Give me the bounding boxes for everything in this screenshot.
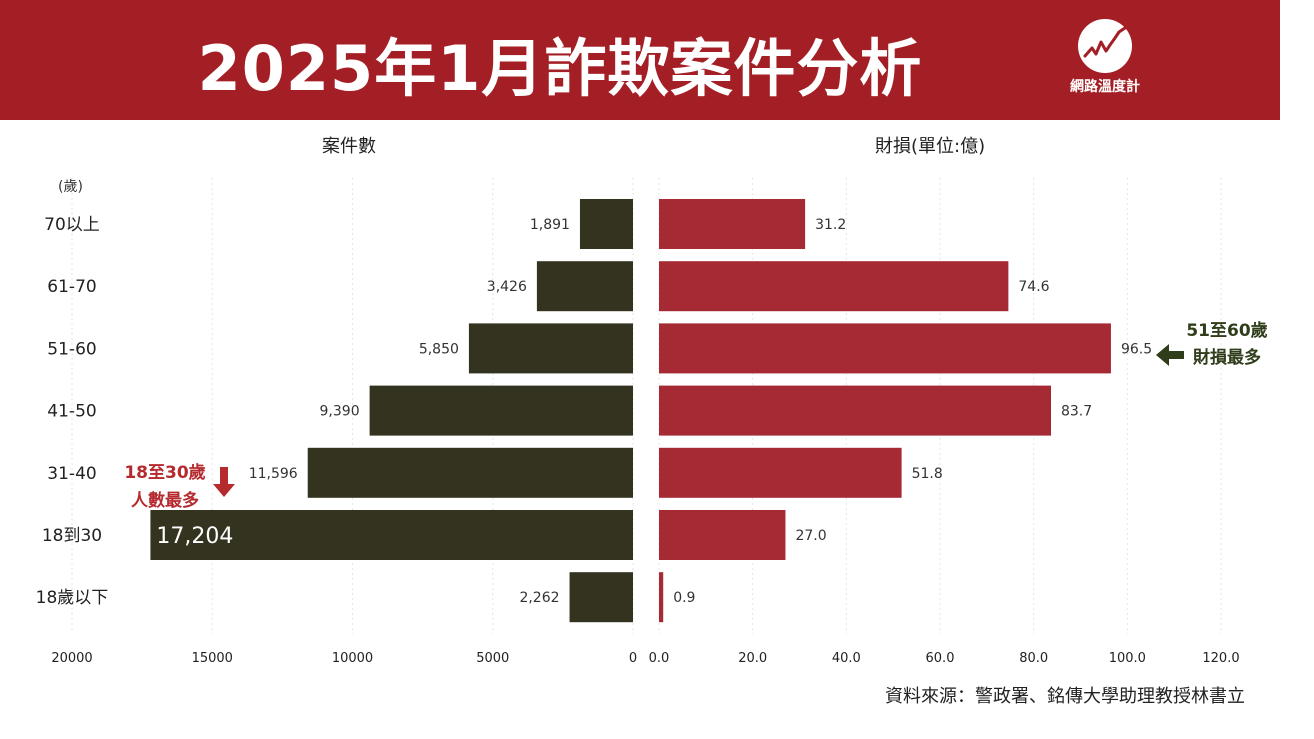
arrow-down-icon: [213, 467, 235, 497]
right-bar-value-label: 74.6: [1018, 279, 1049, 295]
right-bar-value-label: 96.5: [1121, 341, 1152, 357]
category-axis-unit-label: (歲): [58, 179, 83, 195]
left-bar-value-label: 2,262: [519, 590, 559, 606]
left-bar: [579, 199, 633, 249]
left-bar-value-label: 17,204: [156, 524, 233, 549]
right-bar: [659, 199, 806, 249]
category-label: 70以上: [44, 215, 100, 235]
right-x-tick-label: 0.0: [649, 651, 670, 666]
category-label: 61-70: [47, 277, 96, 297]
right-bar: [659, 510, 786, 560]
left-x-tick-label: 10000: [332, 651, 373, 666]
right-x-tick-label: 100.0: [1109, 651, 1146, 666]
right-bar-value-label: 27.0: [795, 528, 826, 544]
right-bar: [659, 385, 1051, 436]
left-bar: [150, 510, 633, 560]
right-x-tick-label: 80.0: [1019, 651, 1048, 666]
left-bar: [536, 261, 633, 312]
page-title: 2025年1月詐欺案件分析: [197, 32, 923, 105]
right-bar: [659, 447, 902, 498]
left-annotation-line2: 人數最多: [131, 490, 199, 511]
left-x-tick-label: 5000: [476, 651, 509, 666]
left-bar: [307, 447, 633, 498]
right-x-tick-label: 20.0: [738, 651, 767, 666]
left-bar-value-label: 3,426: [487, 279, 527, 295]
left-panel-title: 案件數: [322, 136, 376, 157]
right-annotation-line1: 51至60歲: [1186, 320, 1267, 341]
right-bar: [659, 261, 1009, 312]
right-annotation-line2: 財損最多: [1192, 347, 1261, 368]
right-x-tick-label: 60.0: [926, 651, 955, 666]
category-label: 51-60: [47, 339, 96, 359]
right-x-tick-label: 120.0: [1202, 651, 1239, 666]
header-banner: 2025年1月詐欺案件分析 網路溫度計: [0, 0, 1280, 120]
left-x-tick-label: 15000: [192, 651, 233, 666]
left-bar-value-label: 11,596: [249, 466, 298, 482]
category-label: 18歲以下: [36, 588, 109, 608]
left-bar: [369, 385, 633, 436]
right-bar-value-label: 51.8: [912, 466, 943, 482]
left-bar: [468, 323, 633, 374]
logo-icon: [1078, 19, 1132, 73]
right-panel-title: 財損(單位:億): [875, 136, 986, 157]
left-x-tick-label: 20000: [51, 651, 92, 666]
category-label: 31-40: [47, 464, 96, 484]
right-bar: [659, 572, 664, 623]
right-bar: [659, 323, 1111, 374]
category-label: 18到30: [42, 526, 102, 546]
left-bar-value-label: 9,390: [320, 404, 360, 420]
left-bar-value-label: 1,891: [530, 217, 570, 233]
right-x-tick-label: 40.0: [832, 651, 861, 666]
category-label: 41-50: [47, 402, 96, 422]
right-bar-value-label: 31.2: [815, 217, 846, 233]
left-bar: [569, 572, 633, 623]
right-bar-value-label: 0.9: [673, 590, 695, 606]
left-bar-value-label: 5,850: [419, 341, 459, 357]
logo-text: 網路溫度計: [1070, 79, 1140, 95]
right-bar-value-label: 83.7: [1061, 404, 1092, 420]
left-annotation-line1: 18至30歲: [124, 462, 205, 483]
source-note: 資料來源：警政署、銘傳大學助理教授林書立: [885, 686, 1245, 707]
left-x-tick-label: 0: [629, 651, 637, 666]
arrow-left-icon: [1156, 344, 1184, 366]
